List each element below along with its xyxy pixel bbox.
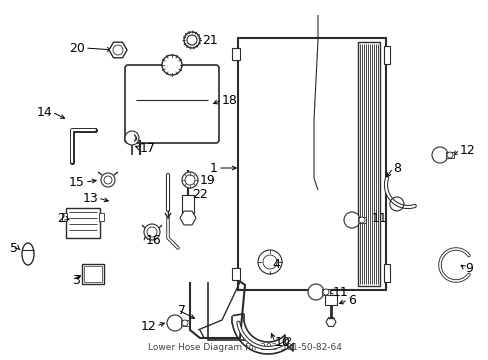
Circle shape bbox=[162, 55, 182, 75]
Text: 21: 21 bbox=[202, 33, 217, 46]
Text: 14: 14 bbox=[36, 105, 52, 118]
Bar bbox=[84, 266, 102, 282]
Text: 7: 7 bbox=[178, 303, 185, 316]
Circle shape bbox=[323, 289, 328, 295]
Circle shape bbox=[167, 315, 183, 331]
Circle shape bbox=[183, 32, 200, 48]
Ellipse shape bbox=[22, 243, 34, 265]
Bar bbox=[321, 289, 329, 295]
Text: 3: 3 bbox=[72, 274, 80, 287]
Bar bbox=[181, 320, 189, 326]
Text: 8: 8 bbox=[392, 162, 400, 175]
Circle shape bbox=[113, 45, 123, 55]
Circle shape bbox=[358, 217, 364, 223]
Text: 10: 10 bbox=[274, 336, 290, 348]
Circle shape bbox=[431, 147, 447, 163]
Circle shape bbox=[184, 175, 195, 185]
Text: 13: 13 bbox=[82, 192, 98, 204]
Bar bbox=[231, 48, 240, 60]
Circle shape bbox=[104, 176, 112, 184]
Bar bbox=[325, 295, 336, 305]
Text: 2: 2 bbox=[57, 211, 65, 225]
Circle shape bbox=[182, 172, 198, 188]
Bar bbox=[238, 38, 385, 290]
Bar bbox=[383, 264, 389, 282]
Text: 5: 5 bbox=[10, 242, 18, 255]
Text: 15: 15 bbox=[69, 175, 85, 189]
Text: 1: 1 bbox=[210, 162, 218, 175]
Circle shape bbox=[186, 35, 197, 45]
Circle shape bbox=[258, 250, 282, 274]
Circle shape bbox=[446, 152, 452, 158]
Text: 11: 11 bbox=[332, 285, 348, 298]
Text: 22: 22 bbox=[192, 189, 207, 202]
Circle shape bbox=[182, 320, 187, 326]
Text: 19: 19 bbox=[200, 174, 215, 186]
Text: 18: 18 bbox=[222, 94, 237, 107]
Circle shape bbox=[263, 255, 276, 269]
Text: 6: 6 bbox=[347, 293, 355, 306]
Text: Lower Hose Diagram for 202-501-50-82-64: Lower Hose Diagram for 202-501-50-82-64 bbox=[147, 343, 341, 352]
Bar bbox=[445, 152, 453, 158]
Text: 17: 17 bbox=[140, 141, 156, 154]
Text: 9: 9 bbox=[464, 261, 472, 274]
Bar bbox=[62, 213, 67, 221]
Bar bbox=[231, 268, 240, 280]
Text: 12: 12 bbox=[140, 320, 156, 333]
Bar bbox=[357, 217, 365, 223]
Text: 20: 20 bbox=[69, 41, 85, 54]
Text: 4: 4 bbox=[271, 258, 279, 271]
Circle shape bbox=[143, 224, 160, 240]
Bar bbox=[99, 213, 104, 221]
Circle shape bbox=[101, 173, 115, 187]
Bar bbox=[182, 195, 194, 213]
Text: 12: 12 bbox=[459, 144, 475, 157]
Text: 16: 16 bbox=[146, 234, 162, 247]
Circle shape bbox=[147, 227, 157, 237]
Bar bbox=[66, 208, 100, 238]
Bar bbox=[82, 264, 104, 284]
Text: 11: 11 bbox=[371, 211, 387, 225]
Bar bbox=[357, 42, 379, 286]
Circle shape bbox=[343, 212, 359, 228]
Circle shape bbox=[125, 131, 139, 145]
FancyBboxPatch shape bbox=[125, 65, 219, 143]
Bar bbox=[383, 46, 389, 64]
Circle shape bbox=[307, 284, 324, 300]
